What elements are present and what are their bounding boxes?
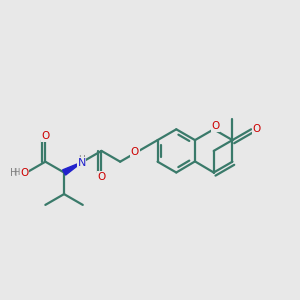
Polygon shape xyxy=(63,162,83,175)
Text: H: H xyxy=(11,167,18,178)
Text: O: O xyxy=(211,121,219,131)
Text: H: H xyxy=(13,168,20,177)
Text: N: N xyxy=(77,158,86,168)
Text: O: O xyxy=(97,172,106,182)
Text: O: O xyxy=(41,131,50,141)
Text: O: O xyxy=(20,167,28,178)
Text: O: O xyxy=(252,124,261,134)
Text: O: O xyxy=(131,147,139,157)
Text: H: H xyxy=(78,155,85,164)
